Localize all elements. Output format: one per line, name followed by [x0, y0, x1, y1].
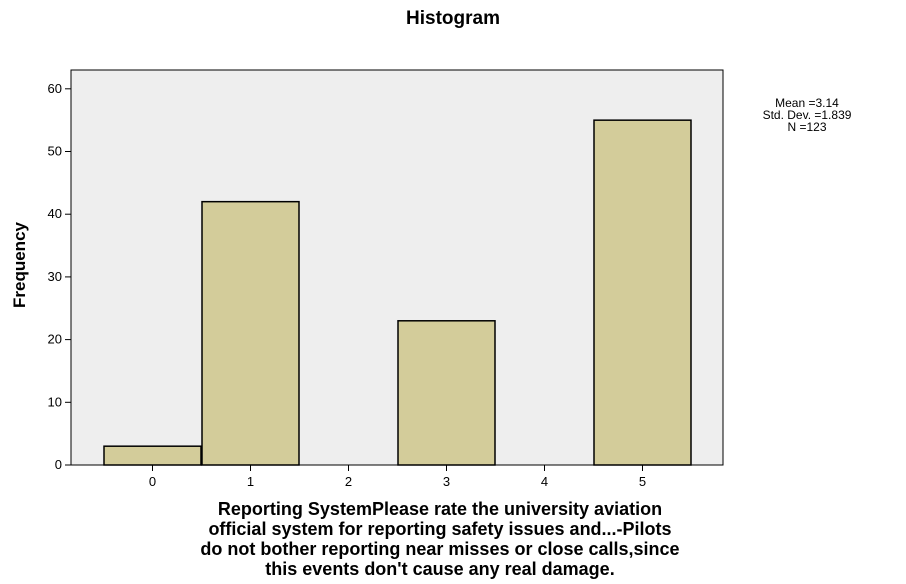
- bar-1: [201, 200, 300, 466]
- x-tick-label-4: 4: [541, 474, 548, 489]
- y-tick-label-30: 30: [48, 269, 62, 284]
- y-axis-label: Frequency: [10, 222, 29, 308]
- y-tick-label-50: 50: [48, 144, 62, 159]
- x-tick-label-3: 3: [443, 474, 450, 489]
- x-axis-label-line-4: this events don't cause any real damage.: [265, 559, 615, 579]
- x-tick-label-5: 5: [639, 474, 646, 489]
- chart-title: Histogram: [406, 8, 500, 29]
- stat-std-dev: Std. Dev. =1.839: [762, 108, 852, 122]
- x-axis-label-line-3: do not bother reporting near misses or c…: [200, 539, 680, 559]
- x-tick-label-2: 2: [345, 474, 352, 489]
- bar-0: [103, 445, 202, 466]
- y-tick-label-40: 40: [48, 206, 62, 221]
- x-axis-label: Reporting SystemPlease rate the universi…: [40, 499, 840, 579]
- x-axis-label-line-2: official system for reporting safety iss…: [208, 519, 672, 539]
- y-tick-label-60: 60: [48, 81, 62, 96]
- stat-mean: Mean =3.14: [775, 96, 839, 110]
- statistics-box: Mean =3.14 Std. Dev. =1.839 N =123: [752, 97, 862, 133]
- bar-5: [593, 119, 692, 466]
- stat-n: N =123: [787, 120, 827, 134]
- x-tick-label-1: 1: [247, 474, 254, 489]
- x-tick-label-0: 0: [149, 474, 156, 489]
- y-tick-label-20: 20: [48, 332, 62, 347]
- y-tick-label-0: 0: [55, 457, 62, 472]
- y-tick-label-10: 10: [48, 394, 62, 409]
- x-axis-label-line-1: Reporting SystemPlease rate the universi…: [217, 499, 663, 519]
- bar-3: [397, 320, 496, 466]
